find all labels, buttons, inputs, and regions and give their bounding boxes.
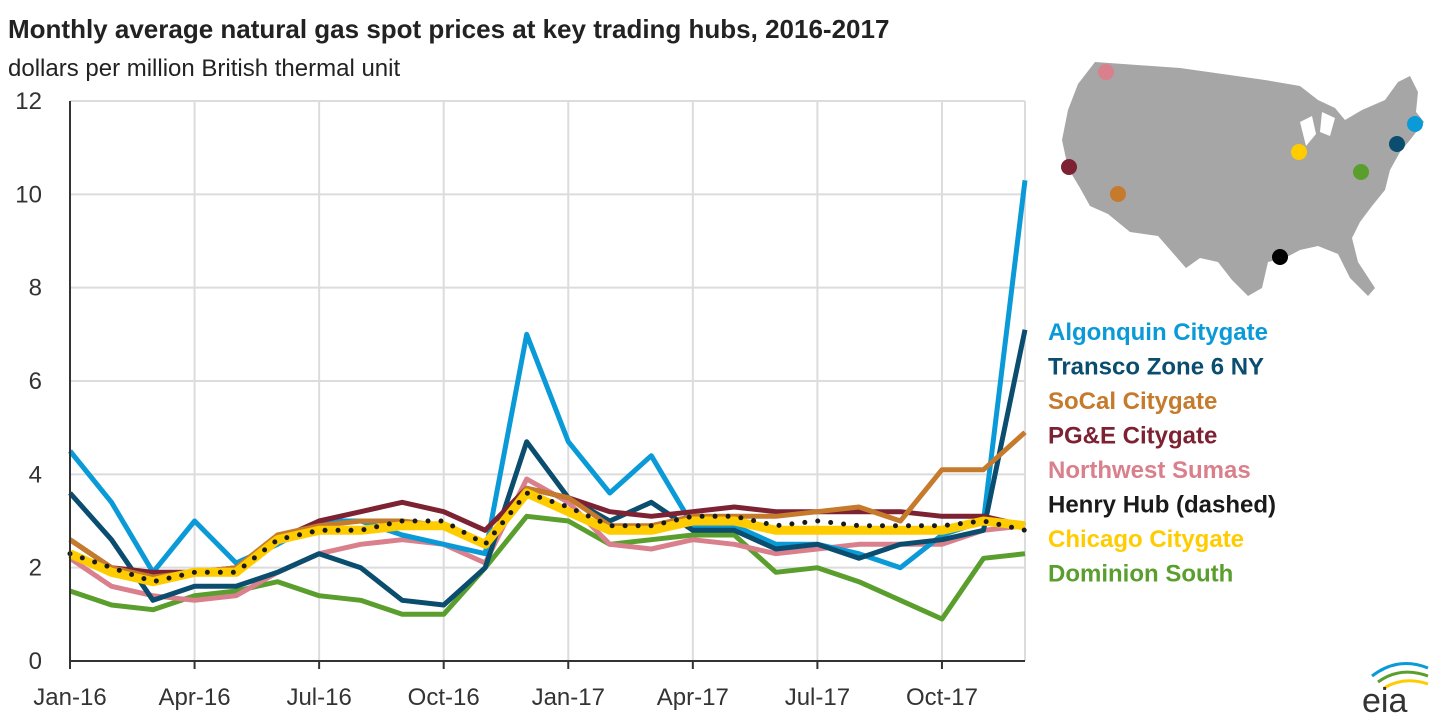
y-tick-label: 4 [29,461,42,488]
legend-item: Transco Zone 6 NY [1048,354,1264,381]
socal-citygate-dot [1110,186,1126,202]
x-tick-label: Jan-16 [33,684,106,711]
x-tick-label: Jan-17 [532,684,605,711]
dominion-south-dot [1353,164,1369,180]
x-tick-label: Oct-17 [906,684,978,711]
henry-hub-dot [1272,249,1288,265]
legend-item: Henry Hub (dashed) [1048,492,1276,519]
y-tick-label: 0 [29,648,42,675]
eia-logo: eia [1362,662,1429,720]
y-tick-label: 6 [29,368,42,395]
great-lakes [1300,112,1335,146]
series-lines [67,179,1028,622]
legend-item: Chicago Citygate [1048,526,1244,553]
us-hub-map [1061,62,1424,296]
x-tick-label: Apr-16 [159,684,231,711]
svg-text:eia: eia [1362,682,1407,720]
legend-item: Dominion South [1048,561,1233,588]
pge-citygate-dot [1061,159,1077,175]
x-tick-label: Apr-17 [657,684,729,711]
series-line-dominion-south [69,513,1026,622]
legend-item: SoCal Citygate [1048,388,1217,415]
legend: Algonquin Citygate Transco Zone 6 NY SoCal… [1048,319,1276,588]
transco-zone6-dot [1389,136,1405,152]
y-tick-label: 12 [15,88,42,115]
series-line-transco-zone-6-ny [68,329,1028,608]
x-tick-label: Jul-17 [785,684,850,711]
y-tick-label: 10 [15,181,42,208]
grid [70,100,1026,661]
legend-item: PG&E Citygate [1048,423,1217,450]
x-tick-label: Oct-16 [408,684,480,711]
algonquin-citygate-dot [1407,116,1423,132]
northwest-sumas-dot [1098,64,1114,80]
chart-title: Monthly average natural gas spot prices … [8,14,889,44]
axes: 0 2 4 6 8 10 12 Jan-16 Apr-16 Jul-16 Oct-16 Jan-17 A… [15,88,1025,711]
y-tick-label: 8 [29,275,42,302]
y-tick-label: 2 [29,555,42,582]
us-map-shape [1062,62,1424,296]
chicago-citygate-dot [1291,144,1307,160]
series-line-chicago-citygate [68,488,1026,587]
chart-subtitle: dollars per million British thermal unit [8,55,400,82]
x-tick-label: Jul-16 [286,684,351,711]
legend-item: Algonquin Citygate [1048,319,1268,346]
legend-item: Northwest Sumas [1048,457,1251,484]
